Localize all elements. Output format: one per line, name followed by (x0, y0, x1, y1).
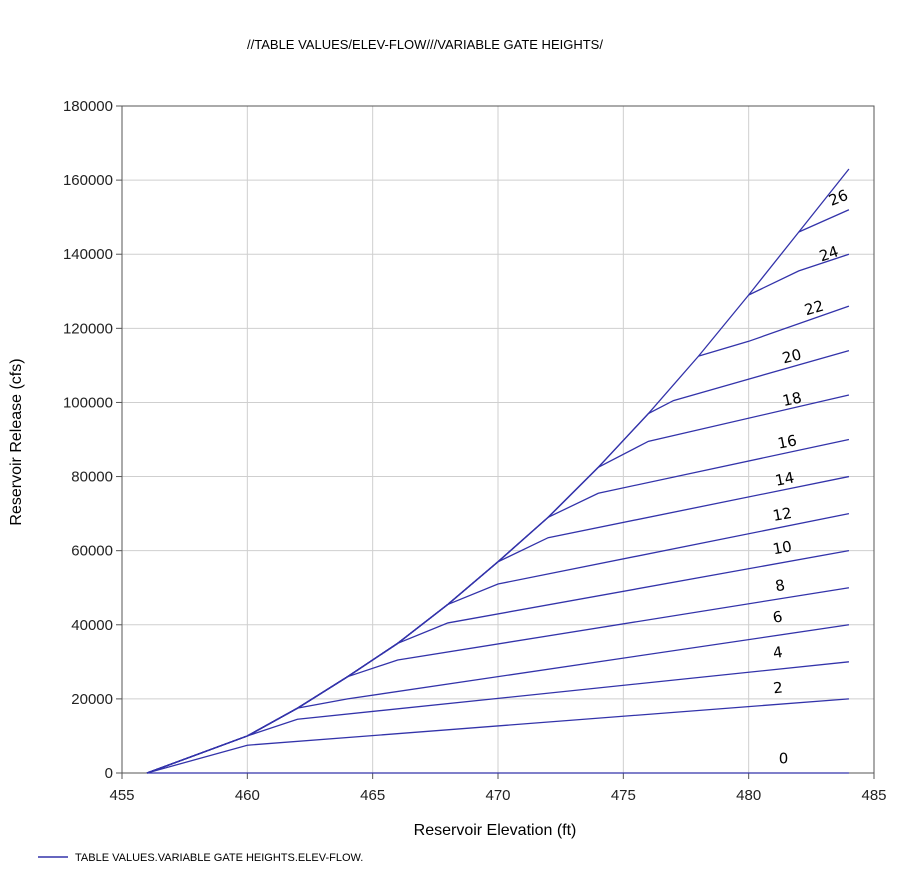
curve-label-16: 16 (776, 431, 798, 452)
series-line-24 (748, 253, 850, 296)
curve-label-4: 4 (772, 643, 784, 662)
y-tick-label: 60000 (71, 543, 113, 560)
y-axis-title: Reservoir Release (cfs) (8, 358, 25, 525)
y-tick-label: 160000 (63, 172, 113, 189)
curve-label-20: 20 (780, 345, 803, 367)
y-axis-ticks: 0 20000 40000 60000 80000 100000 120000 140000 1… (63, 98, 122, 782)
grid (121, 105, 875, 774)
curve-label-24: 24 (817, 242, 841, 265)
curve-label-8: 8 (774, 576, 787, 595)
curve-label-0: 0 (779, 750, 789, 768)
curve-label-12: 12 (771, 504, 793, 525)
y-tick-label: 20000 (71, 691, 113, 708)
y-tick-label: 0 (105, 765, 113, 782)
y-tick-label: 120000 (63, 320, 113, 337)
series-lines (146, 168, 850, 774)
curve-label-10: 10 (771, 537, 793, 558)
y-tick-label: 140000 (63, 246, 113, 263)
chart-title: //TABLE VALUES/ELEV-FLOW///VARIABLE GATE… (247, 37, 603, 52)
x-tick-label: 460 (235, 787, 260, 804)
y-tick-label: 40000 (71, 617, 113, 634)
x-tick-label: 485 (861, 787, 886, 804)
curve-label-2: 2 (772, 678, 783, 697)
x-tick-label: 480 (736, 787, 761, 804)
curve-label-18: 18 (781, 388, 803, 410)
x-tick-label: 455 (109, 787, 134, 804)
legend-label: TABLE VALUES.VARIABLE GATE HEIGHTS.ELEV-… (75, 852, 363, 864)
y-tick-label: 80000 (71, 469, 113, 486)
curve-label-6: 6 (771, 607, 784, 626)
series-line-20 (146, 349, 850, 774)
series-line-26 (798, 209, 850, 233)
curve-label-22: 22 (802, 297, 825, 320)
legend: TABLE VALUES.VARIABLE GATE HEIGHTS.ELEV-… (38, 852, 363, 864)
y-tick-label: 100000 (63, 394, 113, 411)
x-axis-ticks: 455 460 465 470 475 480 485 (109, 773, 887, 804)
y-tick-label: 180000 (63, 98, 113, 115)
x-tick-label: 465 (360, 787, 385, 804)
curve-label-14: 14 (774, 468, 796, 489)
x-tick-label: 470 (485, 787, 510, 804)
curve-label-26: 26 (826, 186, 850, 210)
x-axis-title: Reservoir Elevation (ft) (414, 822, 577, 839)
x-tick-label: 475 (611, 787, 636, 804)
series-line-2 (146, 698, 849, 774)
series-line-22 (698, 305, 850, 357)
